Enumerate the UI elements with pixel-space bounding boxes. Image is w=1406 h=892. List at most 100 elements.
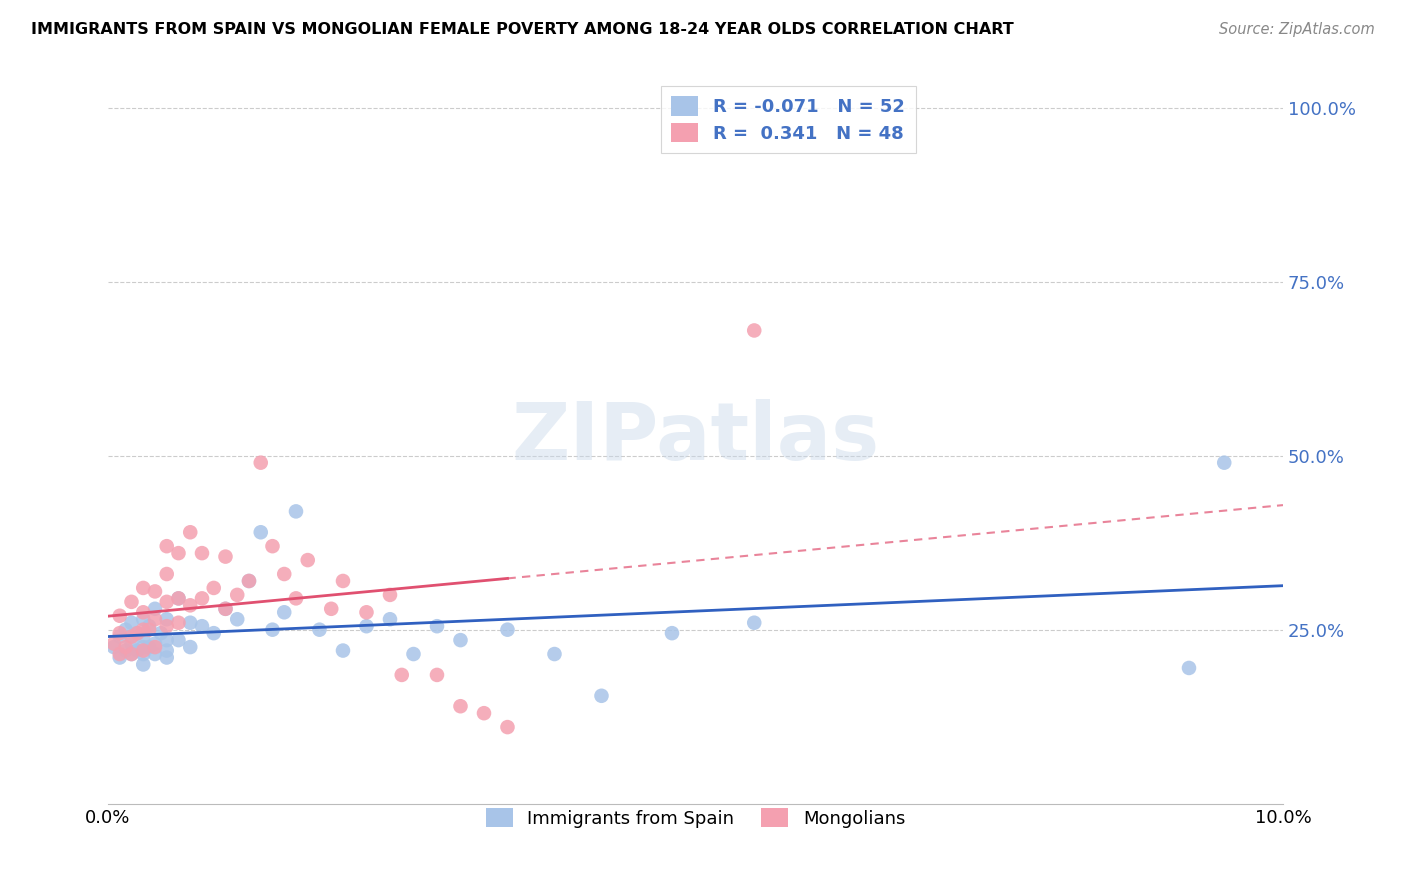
Point	[108, 650, 131, 665]
Point	[356, 619, 378, 633]
Point	[191, 619, 214, 633]
Point	[127, 626, 149, 640]
Point	[156, 643, 179, 657]
Point	[132, 657, 155, 672]
Point	[332, 643, 354, 657]
Point	[132, 630, 155, 644]
Point	[297, 553, 319, 567]
Point	[121, 637, 143, 651]
Point	[156, 567, 179, 582]
Point	[179, 615, 201, 630]
Point	[262, 539, 284, 553]
Point	[132, 623, 155, 637]
Point	[356, 605, 378, 619]
Point	[426, 619, 449, 633]
Point	[378, 612, 401, 626]
Point	[308, 623, 330, 637]
Point	[321, 602, 343, 616]
Point	[156, 595, 179, 609]
Point	[226, 612, 249, 626]
Point	[249, 456, 271, 470]
Point	[132, 647, 155, 661]
Point	[426, 668, 449, 682]
Point	[108, 626, 131, 640]
Point	[156, 633, 179, 648]
Point	[191, 546, 214, 560]
Point	[108, 630, 131, 644]
Point	[127, 626, 149, 640]
Point	[273, 605, 295, 619]
Point	[214, 602, 236, 616]
Point	[238, 574, 260, 588]
Point	[167, 591, 190, 606]
Text: ZIPatlas: ZIPatlas	[512, 400, 880, 477]
Legend: Immigrants from Spain, Mongolians: Immigrants from Spain, Mongolians	[478, 800, 912, 835]
Point	[114, 640, 136, 654]
Point	[121, 595, 143, 609]
Point	[167, 546, 190, 560]
Point	[143, 637, 166, 651]
Point	[121, 615, 143, 630]
Point	[138, 640, 160, 654]
Point	[103, 637, 125, 651]
Point	[742, 615, 765, 630]
Point	[143, 602, 166, 616]
Point	[138, 623, 160, 637]
Point	[143, 647, 166, 661]
Point	[143, 612, 166, 626]
Point	[1213, 456, 1236, 470]
Point	[179, 640, 201, 654]
Point	[202, 581, 225, 595]
Point	[262, 623, 284, 637]
Point	[121, 647, 143, 661]
Point	[156, 650, 179, 665]
Point	[226, 588, 249, 602]
Point	[191, 591, 214, 606]
Point	[214, 549, 236, 564]
Point	[167, 615, 190, 630]
Point	[661, 626, 683, 640]
Point	[156, 612, 179, 626]
Point	[143, 640, 166, 654]
Point	[108, 647, 131, 661]
Point	[138, 619, 160, 633]
Point	[742, 323, 765, 337]
Point	[121, 647, 143, 661]
Point	[450, 633, 472, 648]
Point	[273, 567, 295, 582]
Point	[202, 626, 225, 640]
Point	[378, 588, 401, 602]
Point	[249, 525, 271, 540]
Point	[114, 643, 136, 657]
Point	[114, 623, 136, 637]
Point	[214, 602, 236, 616]
Point	[496, 623, 519, 637]
Point	[167, 591, 190, 606]
Point	[132, 605, 155, 619]
Point	[103, 640, 125, 654]
Point	[450, 699, 472, 714]
Point	[156, 619, 179, 633]
Point	[391, 668, 413, 682]
Point	[238, 574, 260, 588]
Point	[1178, 661, 1201, 675]
Point	[132, 581, 155, 595]
Point	[402, 647, 425, 661]
Point	[143, 584, 166, 599]
Point	[285, 591, 308, 606]
Point	[179, 599, 201, 613]
Point	[108, 608, 131, 623]
Point	[285, 504, 308, 518]
Point	[149, 626, 172, 640]
Point	[472, 706, 495, 721]
Point	[543, 647, 565, 661]
Point	[132, 643, 155, 657]
Point	[167, 633, 190, 648]
Point	[121, 630, 143, 644]
Point	[156, 539, 179, 553]
Point	[132, 640, 155, 654]
Text: IMMIGRANTS FROM SPAIN VS MONGOLIAN FEMALE POVERTY AMONG 18-24 YEAR OLDS CORRELAT: IMMIGRANTS FROM SPAIN VS MONGOLIAN FEMAL…	[31, 22, 1014, 37]
Point	[132, 612, 155, 626]
Text: Source: ZipAtlas.com: Source: ZipAtlas.com	[1219, 22, 1375, 37]
Point	[179, 525, 201, 540]
